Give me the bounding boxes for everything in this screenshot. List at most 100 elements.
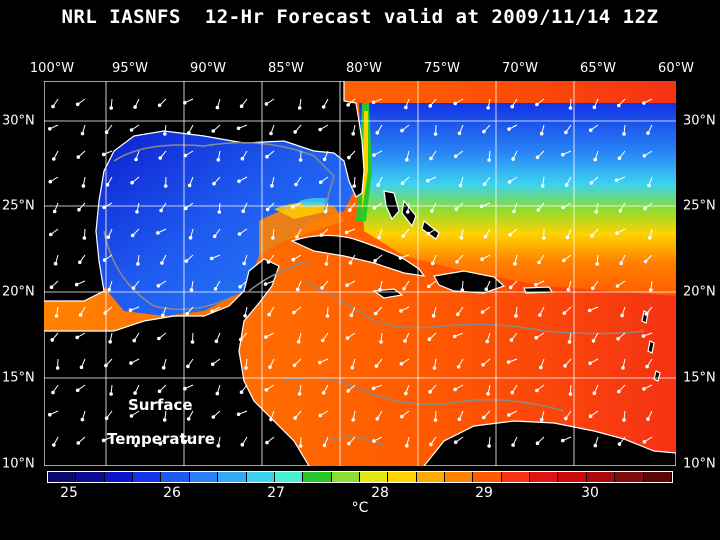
wind-vector-head bbox=[621, 366, 625, 370]
wind-vector-head bbox=[565, 235, 570, 240]
wind-vector-head bbox=[318, 360, 322, 365]
bathymetry-contours bbox=[103, 141, 645, 447]
wind-vector-head bbox=[588, 414, 593, 419]
wind-vector-head bbox=[405, 157, 409, 162]
wind-vector-head bbox=[641, 334, 646, 338]
wind-vector-head bbox=[452, 334, 457, 339]
wind-vector-head bbox=[642, 101, 646, 105]
wind-vector-head bbox=[132, 338, 136, 343]
wind-vector-head bbox=[48, 127, 52, 131]
wind-vector-head bbox=[346, 103, 351, 107]
wind-vector-head bbox=[372, 439, 376, 443]
wind-vector-head bbox=[103, 311, 108, 315]
colorbar-tick-label: 26 bbox=[163, 485, 181, 501]
wind-vector-head bbox=[401, 234, 406, 238]
atlantic-region bbox=[359, 103, 676, 296]
latitude-label: 25°N bbox=[2, 198, 35, 214]
wind-vector-head bbox=[210, 362, 215, 367]
wind-vector-head bbox=[487, 158, 491, 162]
colorbar-swatch bbox=[388, 472, 417, 482]
wind-vector-head bbox=[109, 392, 113, 396]
wind-vector-head bbox=[134, 443, 138, 448]
wind-vector-head bbox=[293, 130, 297, 134]
wind-vector-head bbox=[187, 183, 192, 188]
temperature-colorbar bbox=[47, 471, 673, 483]
wind-vector-head bbox=[349, 313, 354, 317]
wind-vector-head bbox=[48, 179, 53, 184]
wind-vector-head bbox=[325, 314, 330, 318]
wind-vector-head bbox=[108, 340, 112, 344]
wind-vector-head bbox=[216, 158, 221, 162]
longitude-label: 80°W bbox=[346, 61, 382, 76]
colorbar-swatch bbox=[558, 472, 587, 482]
wind-vector-head bbox=[291, 257, 296, 262]
wind-vector-head bbox=[351, 132, 356, 136]
wind-vector-head bbox=[535, 155, 540, 160]
wind-vector-head bbox=[536, 208, 541, 212]
latitude-label: 30°N bbox=[683, 113, 716, 129]
wind-vector-head bbox=[319, 233, 324, 237]
wind-vector-head bbox=[595, 262, 600, 266]
temperature-label: Temperature bbox=[107, 430, 215, 448]
wind-vector-head bbox=[642, 154, 647, 158]
wind-vector-head bbox=[109, 106, 113, 110]
colorbar-swatch bbox=[331, 472, 360, 482]
wind-vector-head bbox=[514, 314, 518, 318]
wind-vector-head bbox=[429, 156, 433, 161]
wind-vector-head bbox=[265, 207, 270, 212]
wind-vector-head bbox=[323, 209, 328, 214]
wind-vector-head bbox=[647, 183, 651, 188]
colorbar-tick-label: 29 bbox=[475, 485, 493, 501]
wind-vector-head bbox=[351, 418, 356, 422]
wind-vector-head bbox=[508, 285, 513, 290]
wind-vector-head bbox=[457, 131, 462, 136]
wind-vector-head bbox=[460, 288, 465, 292]
wind-vector-head bbox=[210, 309, 214, 314]
wind-vector-head bbox=[402, 286, 406, 291]
wind-vector-head bbox=[291, 205, 295, 209]
wind-vector-head bbox=[82, 236, 87, 240]
wind-vector-head bbox=[188, 235, 193, 240]
wind-vector-head bbox=[350, 365, 355, 370]
wind-vector-head bbox=[457, 417, 462, 422]
wind-vector-head bbox=[568, 106, 573, 110]
wind-vector-head bbox=[211, 129, 216, 133]
wind-vector-head bbox=[75, 335, 80, 340]
wind-vector-head bbox=[453, 387, 457, 392]
wind-vector-head bbox=[454, 207, 459, 211]
wind-vector-head bbox=[347, 155, 351, 160]
latitude-label: 10°N bbox=[683, 456, 716, 472]
wind-vector-head bbox=[648, 235, 652, 240]
wind-vector-head bbox=[292, 363, 297, 368]
wind-vector-head bbox=[513, 262, 517, 266]
wind-vector-head bbox=[133, 391, 137, 395]
wind-vector-head bbox=[453, 154, 458, 159]
wind-vector-head bbox=[346, 389, 351, 393]
wind-vector-head bbox=[318, 413, 323, 418]
wind-vector-head bbox=[537, 260, 541, 265]
wind-vector-head bbox=[511, 443, 515, 447]
wind-vector-head bbox=[51, 104, 55, 109]
colorbar-swatch bbox=[161, 472, 190, 482]
latitude-label: 25°N bbox=[683, 198, 716, 214]
wind-vector-head bbox=[429, 442, 433, 447]
wind-vector-head bbox=[481, 363, 485, 367]
latitude-label: 20°N bbox=[683, 284, 716, 300]
colorbar-swatch bbox=[76, 472, 105, 482]
wind-vector-head bbox=[156, 231, 160, 235]
wind-vector-head bbox=[76, 441, 81, 445]
wind-vector-head bbox=[373, 259, 377, 263]
wind-vector-head bbox=[347, 441, 351, 446]
wind-vector-head bbox=[321, 338, 325, 343]
wind-vector-head bbox=[591, 339, 596, 343]
wind-vector-head bbox=[160, 261, 164, 265]
wind-vector-head bbox=[615, 231, 619, 235]
wind-vector-head bbox=[455, 259, 459, 264]
wind-vector-head bbox=[50, 338, 54, 342]
wind-vector-head bbox=[101, 438, 106, 443]
wind-vector-head bbox=[622, 418, 626, 422]
wind-vector-head bbox=[189, 288, 194, 292]
wind-vector-head bbox=[617, 389, 621, 394]
wind-vector-head bbox=[157, 336, 161, 341]
wind-vector-head bbox=[298, 444, 303, 448]
